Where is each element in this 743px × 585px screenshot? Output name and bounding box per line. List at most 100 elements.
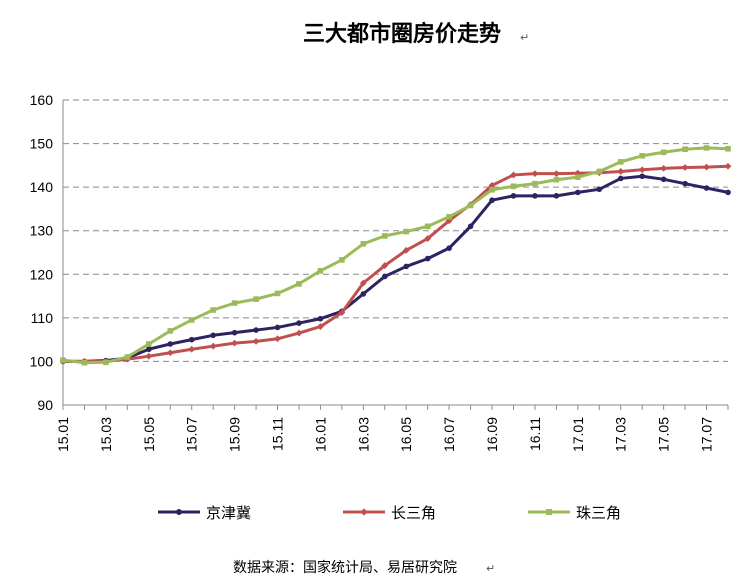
legend: 京津冀 长三角 珠三角 (158, 504, 621, 522)
data-point (146, 341, 152, 347)
data-point (360, 240, 367, 247)
data-point (167, 341, 174, 347)
data-point (682, 146, 688, 153)
data-point (553, 176, 560, 183)
data-point (231, 300, 238, 306)
x-tick-label: 15.01 (55, 417, 71, 452)
x-tick-label: 17.07 (699, 417, 715, 452)
data-point (381, 233, 388, 239)
data-point (188, 317, 195, 323)
series-line (61, 164, 730, 363)
data-point (60, 357, 66, 363)
x-tick-label: 15.03 (98, 417, 114, 452)
chart-title: 三大都市圈房价走势 (303, 21, 501, 47)
series-3 (60, 145, 731, 366)
legend-item-1: 京津冀 (158, 504, 251, 522)
data-point (231, 329, 238, 336)
series-group (59, 145, 732, 366)
data-point (253, 296, 259, 302)
x-tick-label: 16.05 (398, 417, 414, 452)
data-point (596, 186, 603, 193)
data-point (724, 162, 732, 170)
data-point (360, 508, 368, 516)
gridlines (63, 99, 728, 406)
legend-label: 京津冀 (206, 504, 251, 522)
y-tick-label: 120 (30, 266, 54, 282)
data-point (359, 279, 367, 287)
data-point (103, 359, 109, 366)
paragraph-mark: ↵ (520, 31, 529, 44)
data-point (703, 185, 710, 191)
series-2 (59, 162, 732, 365)
data-point (188, 336, 195, 343)
data-point (274, 335, 281, 343)
x-tick-label: 15.07 (184, 417, 200, 452)
data-point (638, 166, 646, 174)
legend-item-3: 珠三角 (528, 504, 621, 522)
x-tick-label: 17.03 (613, 417, 629, 452)
data-point (81, 359, 88, 366)
x-axis: 15.01 15.03 15.05 15.07 15.09 15.11 16.01 16.03… (55, 100, 729, 452)
data-point (489, 186, 495, 193)
series-line (61, 146, 730, 365)
data-point (338, 309, 346, 317)
x-tick-label: 15.05 (141, 417, 157, 452)
x-tick-label: 17.05 (656, 417, 672, 452)
data-point (252, 337, 260, 345)
data-point (703, 145, 710, 151)
data-point (725, 189, 731, 196)
x-tick-label: 15.11 (270, 417, 286, 451)
data-point (402, 246, 410, 254)
y-tick-label: 130 (30, 223, 54, 239)
series-line (61, 174, 730, 363)
data-point (639, 173, 645, 180)
x-tick-label: 15.09 (227, 417, 243, 452)
data-point (424, 235, 432, 242)
data-point (725, 146, 731, 152)
data-point (403, 263, 410, 270)
data-point (317, 315, 324, 322)
data-point (681, 164, 689, 171)
data-point (489, 197, 495, 204)
data-point (166, 349, 174, 357)
data-point (552, 170, 560, 178)
data-point (381, 262, 389, 269)
data-point (296, 281, 302, 287)
data-point (295, 329, 303, 337)
data-point (296, 320, 302, 326)
data-point (146, 346, 152, 353)
data-point (467, 202, 474, 209)
data-point (274, 324, 281, 331)
data-point (510, 183, 517, 190)
x-tick-label: 16.09 (484, 417, 500, 452)
data-point (317, 323, 324, 330)
data-point (575, 189, 581, 196)
x-tick-label: 17.01 (570, 417, 586, 452)
data-point (445, 217, 453, 225)
data-point (531, 170, 539, 178)
data-point (575, 174, 581, 180)
data-point (639, 152, 645, 159)
y-tick-labels: 90 100 110 120 130 140 150 160 (30, 92, 54, 413)
y-tick-label: 150 (30, 136, 54, 152)
x-tick-label: 16.11 (527, 417, 543, 451)
x-tick-label: 16.01 (312, 417, 328, 452)
data-point (510, 193, 517, 199)
data-point (210, 307, 216, 313)
data-point (339, 257, 345, 263)
paragraph-mark: ↵ (486, 562, 495, 575)
data-point (381, 273, 388, 280)
legend-label: 长三角 (391, 504, 436, 522)
y-tick-label: 160 (30, 92, 54, 108)
data-point (553, 193, 560, 199)
data-point (703, 163, 710, 171)
data-point (167, 328, 174, 334)
data-point (617, 159, 624, 165)
data-point (617, 168, 625, 175)
data-point (124, 354, 131, 360)
data-point (546, 509, 552, 515)
data-point (682, 180, 688, 187)
data-point (660, 165, 668, 172)
data-point (317, 268, 324, 274)
